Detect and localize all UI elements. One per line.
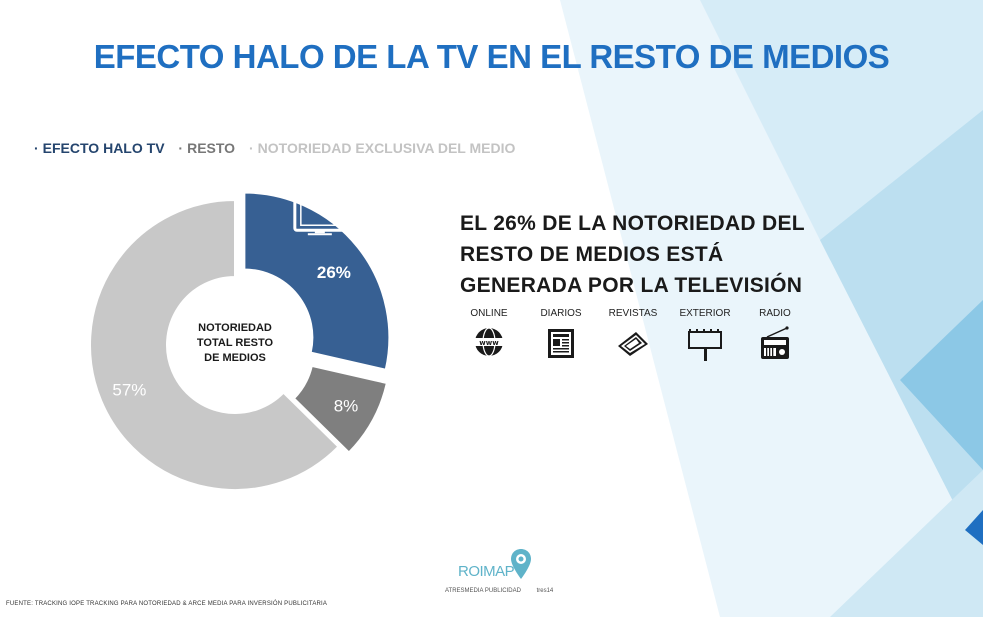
center-label-line: DE MEDIOS <box>204 352 266 364</box>
media-label: RADIO <box>759 308 791 319</box>
media-online: ONLINE www <box>454 308 524 358</box>
headline-line: EL 26% DE LA NOTORIEDAD DEL <box>460 212 805 235</box>
newspaper-icon <box>548 329 574 358</box>
headline: EL 26% DE LA NOTORIEDAD DEL RESTO DE MED… <box>460 208 880 301</box>
media-diarios: DIARIOS <box>526 308 596 360</box>
slice-label: 8% <box>334 397 359 416</box>
donut-chart: 26% 8% 57% NOTORIEDAD TOTAL RESTO DE MEDIOS <box>89 191 391 491</box>
media-label: ONLINE <box>470 308 508 319</box>
legend-bullet: · <box>34 140 39 156</box>
slice-1 <box>243 191 391 371</box>
billboard-icon <box>688 329 722 361</box>
radio-icon <box>761 326 789 359</box>
legend-item-halo: · EFECTO HALO TV <box>34 140 168 156</box>
legend-item-resto: · RESTO <box>178 140 239 156</box>
slice-2 <box>292 364 389 454</box>
slice-3 <box>89 198 340 491</box>
svg-text:www: www <box>479 339 499 347</box>
center-label-line: TOTAL RESTO <box>197 337 274 349</box>
media-revistas: REVISTAS <box>598 308 668 358</box>
slide-title: EFECTO HALO DE LA TV EN EL RESTO DE MEDI… <box>93 38 890 75</box>
media-icons-row: ONLINE www DIARIOS REVISTAS <box>460 308 800 368</box>
headline-line: GENERADA POR LA TELEVISIÓN <box>460 274 803 297</box>
center-label-line: NOTORIEDAD <box>198 322 272 334</box>
media-label: EXTERIOR <box>679 308 731 319</box>
partner-logo-atresmedia: ATRESMEDIA PUBLICIDAD <box>445 588 521 594</box>
logo-partners: ATRESMEDIA PUBLICIDAD tres14 <box>445 588 553 594</box>
chart-legend: · EFECTO HALO TV · RESTO · NOTORIEDAD EXCLU… <box>34 140 525 156</box>
logo-name: ROIMAP <box>458 563 515 580</box>
media-radio: RADIO <box>740 308 810 362</box>
legend-label: RESTO <box>187 140 236 156</box>
legend-bullet: · <box>178 140 184 156</box>
legend-label: NOTORIEDAD EXCLUSIVA DEL MEDIO <box>257 140 516 156</box>
slice-label: 26% <box>317 263 351 282</box>
legend-bullet: · <box>248 140 254 156</box>
map-pin-icon <box>511 549 531 579</box>
television-icon <box>293 196 347 236</box>
media-label: REVISTAS <box>608 308 658 319</box>
source-footnote: FUENTE: TRACKING IOPE TRACKING PARA NOTO… <box>6 601 328 607</box>
magazines-icon <box>618 332 648 356</box>
roimap-logo: ROIMAP ATRESMEDIA PUBLICIDAD tres14 <box>445 548 553 610</box>
headline-line: RESTO DE MEDIOS ESTÁ <box>460 243 724 266</box>
legend-item-exclusiva: · NOTORIEDAD EXCLUSIVA DEL MEDIO <box>249 140 515 156</box>
media-exterior: EXTERIOR <box>670 308 740 362</box>
partner-logo-tres14: tres14 <box>536 588 554 594</box>
legend-label: EFECTO HALO TV <box>42 140 165 156</box>
media-label: DIARIOS <box>540 308 582 319</box>
globe-www-icon: www <box>474 327 504 357</box>
slice-label: 57% <box>112 380 146 399</box>
